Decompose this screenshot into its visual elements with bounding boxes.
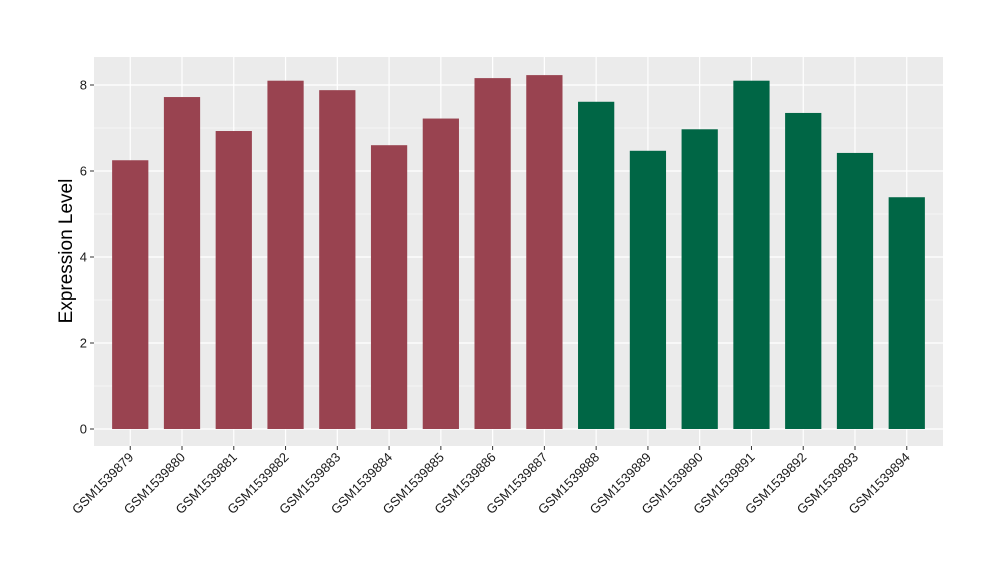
bar-GSM1539894 — [888, 197, 925, 429]
bar-GSM1539883 — [319, 90, 356, 429]
y-tick-label: 4 — [80, 250, 87, 265]
bar-GSM1539890 — [681, 129, 718, 430]
x-axis: GSM1539879GSM1539880GSM1539881GSM1539882… — [69, 446, 913, 517]
bar-GSM1539884 — [370, 145, 408, 429]
y-tick-label: 0 — [80, 422, 87, 437]
bar-GSM1539885 — [422, 118, 459, 429]
bar-GSM1539891 — [733, 80, 770, 429]
bar-GSM1539880 — [163, 97, 201, 429]
bar-GSM1539889 — [629, 150, 667, 430]
bar-GSM1539881 — [215, 131, 252, 429]
bar-GSM1539882 — [267, 80, 304, 429]
y-axis-title: Expression Level — [56, 179, 77, 324]
bar-GSM1539887 — [526, 75, 563, 430]
y-tick-label: 6 — [80, 164, 87, 179]
bar-GSM1539886 — [474, 78, 511, 430]
bar-GSM1539879 — [112, 160, 149, 429]
bar-GSM1539888 — [578, 101, 615, 430]
y-axis: 0 2 4 6 8 — [80, 78, 94, 437]
y-tick-label: 2 — [80, 336, 87, 351]
bars — [112, 75, 925, 430]
bar-GSM1539893 — [836, 152, 874, 429]
bar-GSM1539892 — [785, 112, 822, 429]
y-tick-label: 8 — [80, 78, 87, 93]
